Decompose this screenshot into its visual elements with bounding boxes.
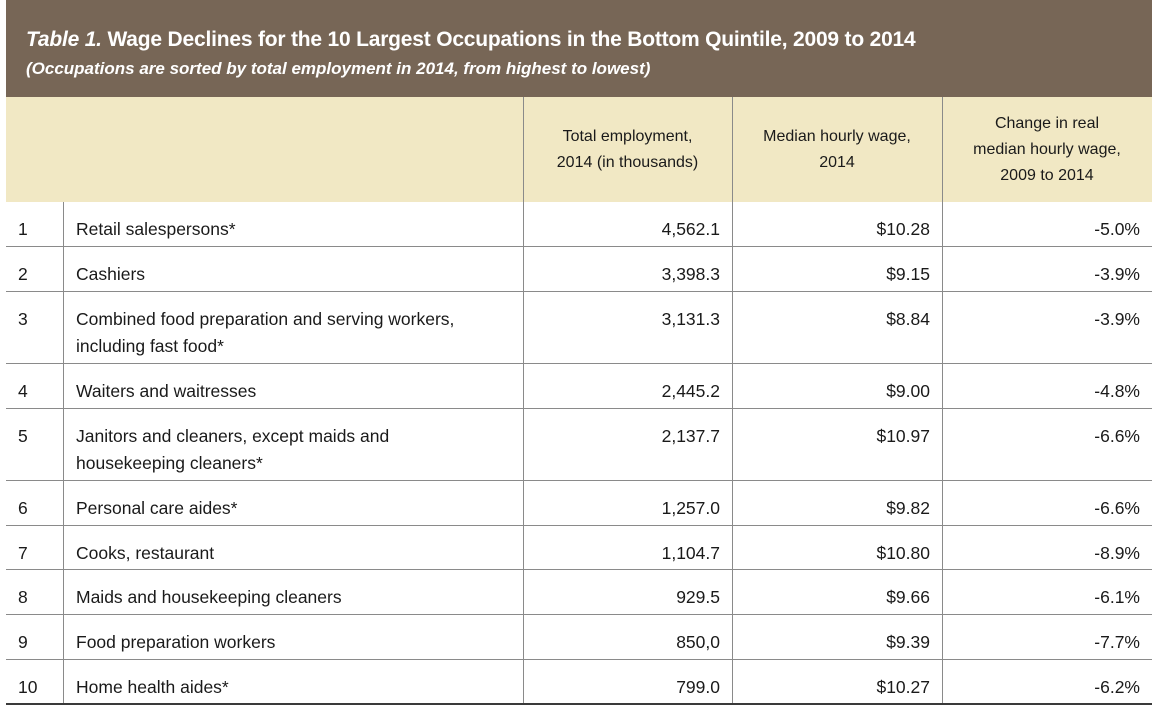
column-header-row: Total employment, 2014 (in thousands) Me…	[6, 97, 1152, 202]
table-subtitle: (Occupations are sorted by total employm…	[26, 59, 651, 78]
occupation-cell: Home health aides*	[76, 677, 229, 697]
employment-cell: 4,562.1	[661, 219, 720, 239]
wage-cell: $10.80	[876, 543, 930, 563]
title-band: Table 1. Wage Declines for the 10 Larges…	[6, 0, 1152, 97]
header-line: 2009 to 2014	[1000, 166, 1094, 184]
rank-cell: 7	[18, 543, 28, 563]
change-cell: -7.7%	[1094, 632, 1140, 652]
employment-cell: 3,131.3	[661, 309, 720, 329]
rank-cell: 3	[18, 309, 28, 329]
wage-cell: $9.15	[886, 264, 930, 284]
occupation-cell: Cashiers	[76, 264, 146, 284]
table-row: 10 Home health aides* 799.0 $10.27 -6.2%	[6, 660, 1152, 705]
table-row: 9 Food preparation workers 850,0 $9.39 -…	[6, 615, 1152, 660]
header-line: Median hourly wage,	[763, 127, 911, 145]
header-total-employment: Total employment, 2014 (in thousands)	[523, 97, 732, 202]
column-divider	[63, 202, 64, 704]
employment-cell: 850,0	[676, 632, 720, 652]
header-line: median hourly wage,	[973, 140, 1121, 158]
employment-cell: 2,137.7	[661, 426, 720, 446]
wage-cell: $9.82	[886, 498, 930, 518]
employment-cell: 3,398.3	[661, 264, 720, 284]
rank-cell: 6	[18, 498, 28, 518]
change-cell: -3.9%	[1094, 264, 1140, 284]
rank-cell: 4	[18, 381, 28, 401]
header-median-wage: Median hourly wage, 2014	[732, 97, 942, 202]
header-line: Change in real	[994, 114, 1100, 132]
rank-cell: 2	[18, 264, 28, 284]
change-cell: -6.6%	[1094, 498, 1140, 518]
occupation-cell: Cooks, restaurant	[76, 543, 215, 563]
header-wage-change: Change in real median hourly wage, 2009 …	[942, 97, 1152, 202]
occupation-cell: Retail salespersons*	[76, 219, 236, 239]
table-row: 4 Waiters and waitresses 2,445.2 $9.00 -…	[6, 364, 1152, 409]
column-divider	[942, 202, 943, 704]
table-row: 3 Combined food preparation and serving …	[6, 292, 1152, 364]
wage-cell: $10.97	[876, 426, 930, 446]
table-row: 1 Retail salespersons* 4,562.1 $10.28 -5…	[6, 202, 1152, 247]
wage-cell: $10.27	[876, 677, 930, 697]
table-row: 6 Personal care aides* 1,257.0 $9.82 -6.…	[6, 481, 1152, 526]
occupation-cell: Janitors and cleaners, except maids and …	[76, 426, 390, 473]
rank-cell: 1	[18, 219, 28, 239]
column-divider	[523, 202, 524, 704]
rank-cell: 5	[18, 426, 28, 446]
occupation-cell: Waiters and waitresses	[76, 381, 257, 401]
table-row: 5 Janitors and cleaners, except maids an…	[6, 409, 1152, 481]
table-title: Table 1. Wage Declines for the 10 Larges…	[26, 28, 916, 52]
employment-cell: 929.5	[676, 587, 720, 607]
column-divider	[732, 202, 733, 704]
employment-cell: 1,104.7	[661, 543, 720, 563]
header-line: Total employment,	[562, 127, 693, 145]
employment-cell: 799.0	[676, 677, 720, 697]
occupation-cell: Personal care aides*	[76, 498, 238, 518]
occupation-cell: Combined food preparation and serving wo…	[76, 309, 455, 356]
change-cell: -8.9%	[1094, 543, 1140, 563]
column-divider	[942, 97, 943, 202]
occupation-cell: Maids and housekeeping cleaners	[76, 587, 342, 607]
table-title-text: Wage Declines for the 10 Largest Occupat…	[107, 28, 916, 51]
wage-cell: $8.84	[886, 309, 930, 329]
change-cell: -6.1%	[1094, 587, 1140, 607]
table-number-label: Table 1.	[26, 28, 102, 51]
header-line: 2014 (in thousands)	[556, 153, 699, 171]
rank-cell: 8	[18, 587, 28, 607]
column-divider	[523, 97, 524, 202]
table-row: 2 Cashiers 3,398.3 $9.15 -3.9%	[6, 247, 1152, 292]
employment-cell: 1,257.0	[661, 498, 720, 518]
change-cell: -3.9%	[1094, 309, 1140, 329]
wage-cell: $10.28	[876, 219, 930, 239]
change-cell: -6.6%	[1094, 426, 1140, 446]
employment-cell: 2,445.2	[661, 381, 720, 401]
wage-cell: $9.00	[886, 381, 930, 401]
column-divider	[732, 97, 733, 202]
occupation-cell: Food preparation workers	[76, 632, 276, 652]
change-cell: -5.0%	[1094, 219, 1140, 239]
change-cell: -6.2%	[1094, 677, 1140, 697]
wage-cell: $9.66	[886, 587, 930, 607]
table-row: 8 Maids and housekeeping cleaners 929.5 …	[6, 570, 1152, 615]
table-row: 7 Cooks, restaurant 1,104.7 $10.80 -8.9%	[6, 526, 1152, 570]
header-line: 2014	[819, 153, 855, 171]
rank-cell: 9	[18, 632, 28, 652]
wage-cell: $9.39	[886, 632, 930, 652]
wage-table: Table 1. Wage Declines for the 10 Larges…	[6, 0, 1152, 711]
rank-cell: 10	[18, 677, 38, 697]
change-cell: -4.8%	[1094, 381, 1140, 401]
